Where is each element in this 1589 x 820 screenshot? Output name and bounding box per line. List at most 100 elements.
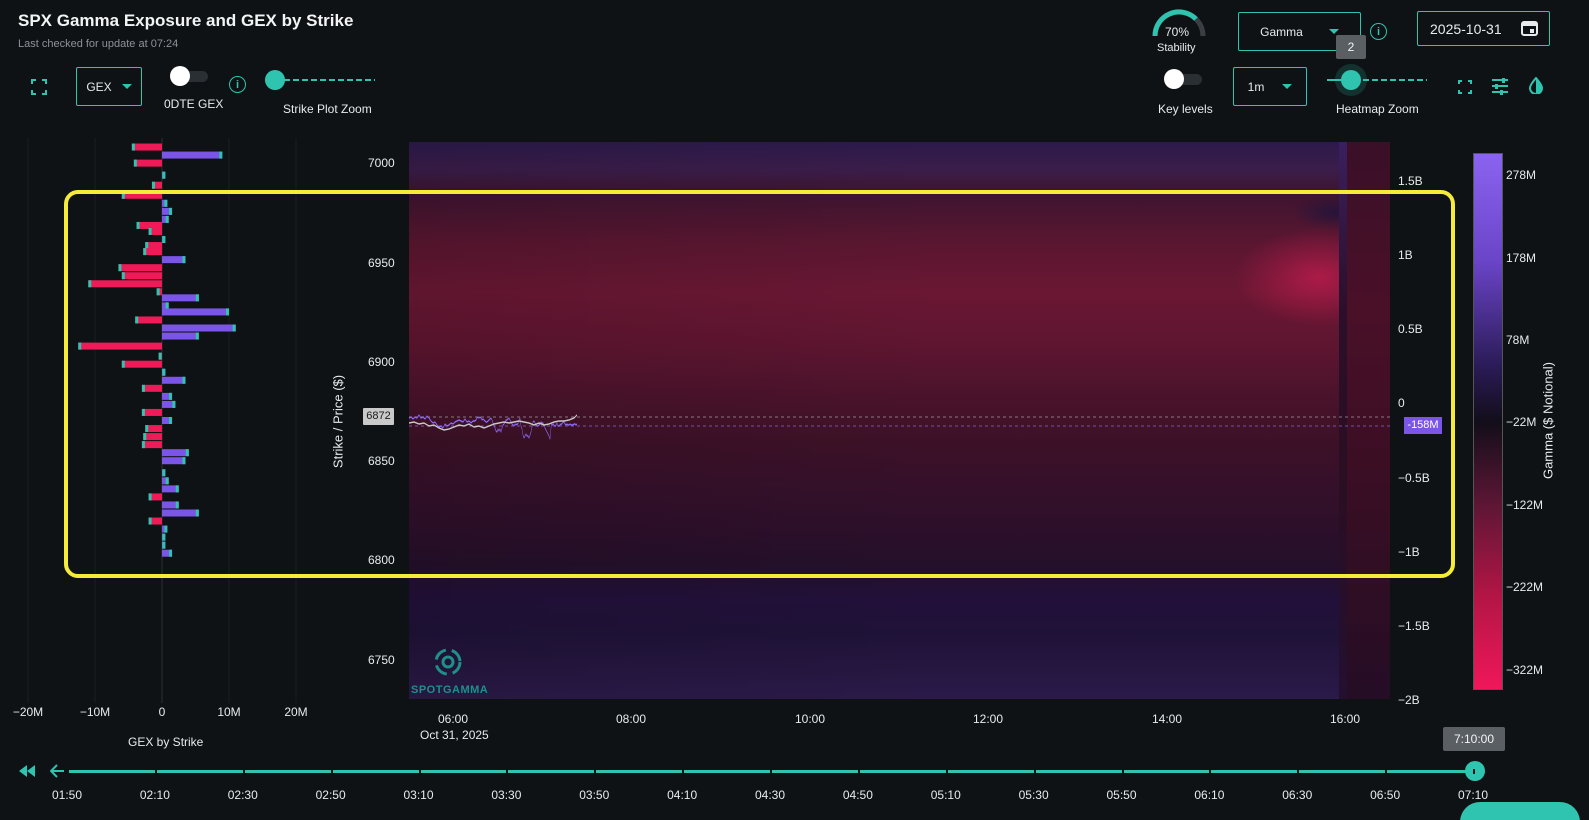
strike-bar[interactable] <box>148 493 162 501</box>
contrast-icon[interactable] <box>1528 76 1544 95</box>
timeline-slider-thumb[interactable] <box>1465 761 1485 781</box>
x-tick-1600: 16:00 <box>1330 712 1361 726</box>
strike-bar[interactable] <box>121 360 162 368</box>
heatmap-zoom-slider-track[interactable] <box>1327 79 1427 81</box>
strike-bar[interactable] <box>141 441 162 449</box>
timeline-tick <box>1385 769 1388 774</box>
rewind-icon[interactable] <box>18 764 36 778</box>
strike-bar[interactable] <box>88 280 162 288</box>
strike-bar[interactable] <box>162 294 199 302</box>
strike-bar-cap <box>185 449 189 457</box>
stability-value: 70% <box>1165 25 1190 39</box>
timeline-time-label: 03:50 <box>579 788 610 802</box>
heatmap-after-hours <box>1347 142 1390 699</box>
colorbar-tick-neg122m: −122M <box>1506 498 1544 512</box>
heatmap-zoom-slider-thumb[interactable] <box>1341 70 1361 90</box>
strike-bar[interactable] <box>145 425 162 433</box>
strike-bar[interactable] <box>136 221 162 229</box>
gex-dropdown[interactable]: GEX <box>76 67 142 106</box>
strike-bar[interactable] <box>162 308 229 316</box>
strike-bar[interactable] <box>118 264 162 272</box>
strike-bar[interactable] <box>148 517 162 525</box>
strike-bar[interactable] <box>162 549 173 557</box>
strike-bar[interactable] <box>162 449 189 457</box>
strike-bar[interactable] <box>162 501 179 509</box>
gex-tick-neg-1b: −1B <box>1398 545 1420 559</box>
info-icon[interactable]: i <box>229 76 246 93</box>
strike-bar[interactable] <box>162 400 176 408</box>
timeline-tick <box>330 769 333 774</box>
strike-bar-cap <box>219 151 223 159</box>
strike-bar[interactable] <box>143 248 162 256</box>
strike-bar-cap <box>162 171 166 179</box>
strike-bar[interactable] <box>135 316 162 324</box>
strike-bar[interactable] <box>121 191 162 199</box>
expand-strike-plot-icon[interactable] <box>31 79 47 95</box>
settings-sliders-icon[interactable] <box>1491 77 1509 95</box>
timeline-time-label: 03:10 <box>403 788 434 802</box>
date-picker[interactable]: 2025-10-31 <box>1417 11 1550 46</box>
timeline-tick <box>857 769 860 774</box>
colorbar-tick-neg322m: −322M <box>1506 663 1544 677</box>
spotgamma-watermark: SPOTGAMMA <box>411 684 489 696</box>
strike-bar-cap <box>195 332 199 340</box>
strike-zoom-slider-track[interactable] <box>275 79 375 81</box>
strike-bar[interactable] <box>162 477 169 485</box>
strike-bar[interactable] <box>162 509 199 517</box>
strike-zoom-slider-thumb[interactable] <box>265 70 285 90</box>
strike-bar-cap <box>172 400 176 408</box>
interval-dropdown[interactable]: 1m <box>1233 67 1307 106</box>
strike-bar[interactable] <box>162 151 223 159</box>
info-icon[interactable]: i <box>1370 23 1387 40</box>
strike-bar[interactable] <box>143 433 162 441</box>
expand-heatmap-icon[interactable] <box>1458 80 1472 94</box>
strike-bar[interactable] <box>141 408 162 416</box>
strike-bar[interactable] <box>162 256 186 264</box>
gamma-heatmap[interactable] <box>409 142 1390 699</box>
strike-bar[interactable] <box>162 332 199 340</box>
strike-bar[interactable] <box>162 392 173 400</box>
timeline-time-label: 06:50 <box>1370 788 1401 802</box>
chat-button[interactable] <box>1460 802 1580 820</box>
strike-bar[interactable] <box>151 181 162 189</box>
strike-bar[interactable] <box>162 417 173 424</box>
calendar-icon[interactable] <box>1521 19 1538 36</box>
strike-bar[interactable] <box>133 159 162 167</box>
strike-bar-cap <box>169 549 173 557</box>
strike-bar[interactable] <box>78 342 162 350</box>
strike-bar[interactable] <box>131 143 162 151</box>
strike-bar-cap <box>162 236 166 244</box>
strike-bar[interactable] <box>121 272 162 280</box>
colorbar-tick-178m: 178M <box>1506 251 1537 265</box>
strike-bar[interactable] <box>148 227 162 235</box>
key-levels-toggle[interactable] <box>1164 69 1204 89</box>
timeline-time-label: 05:50 <box>1106 788 1137 802</box>
strike-bar[interactable] <box>162 302 169 310</box>
timeline-tick <box>945 769 948 774</box>
strike-bar[interactable] <box>162 457 186 465</box>
strike-bar[interactable] <box>162 376 186 384</box>
strike-bar[interactable] <box>162 324 236 332</box>
strike-bar[interactable] <box>162 207 173 215</box>
strike-bar[interactable] <box>145 242 162 250</box>
gex-dropdown-label: GEX <box>86 79 112 94</box>
gamma-colorbar <box>1473 153 1503 690</box>
gex-tick-neg-0-5b: −0.5B <box>1398 471 1430 485</box>
strike-bar-cap <box>121 272 125 280</box>
step-back-icon[interactable] <box>49 764 65 778</box>
strike-bar[interactable] <box>141 384 162 392</box>
odte-gex-label: 0DTE GEX <box>164 97 224 111</box>
gex-tick-1b: 1B <box>1398 248 1413 262</box>
strike-bar-cap <box>175 485 179 493</box>
gamma-dropdown[interactable]: Gamma <box>1238 12 1361 51</box>
gex-tick-0: 0 <box>1398 396 1405 410</box>
strike-bar-cap <box>148 227 152 235</box>
odte-gex-toggle[interactable] <box>170 66 210 86</box>
strike-bar[interactable] <box>162 485 179 493</box>
strike-bar-cap <box>156 288 160 296</box>
strike-bar-cap <box>175 501 179 509</box>
timeline-time-label: 04:30 <box>755 788 786 802</box>
strike-bar-cap <box>162 469 166 477</box>
strike-bar[interactable] <box>162 215 169 223</box>
strike-bar-cap <box>165 302 169 310</box>
